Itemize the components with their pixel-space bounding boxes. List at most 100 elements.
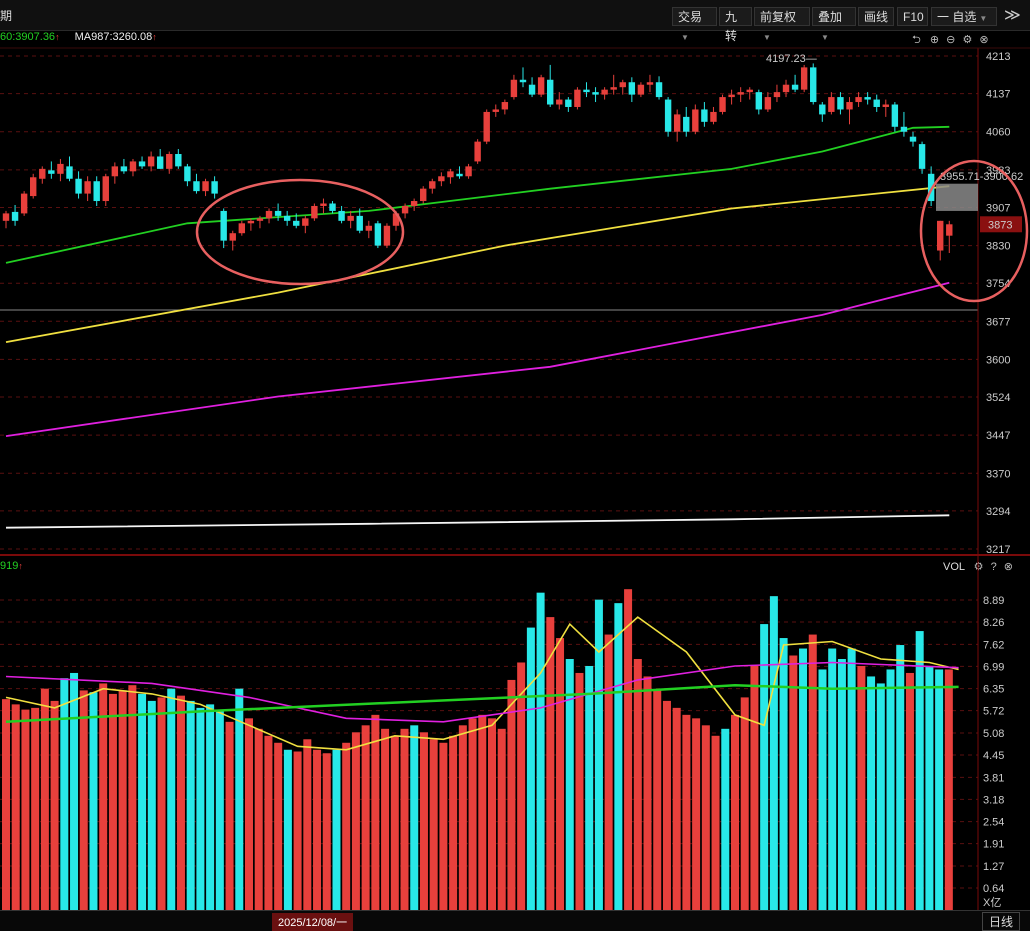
candle-body: [855, 97, 862, 103]
volume-bar: [731, 714, 739, 910]
candle-body: [184, 166, 191, 182]
toolbar-button-5[interactable]: F10: [897, 7, 928, 26]
candle-body: [800, 67, 808, 90]
volume-bar: [439, 742, 448, 910]
highlight-circle-recent-drop: [919, 159, 1029, 303]
timeframe-button[interactable]: 日线: [982, 912, 1021, 931]
vol-tick-label: 6.99: [983, 661, 1004, 673]
volume-bar: [546, 617, 555, 910]
volume-bar: [293, 751, 302, 910]
return-icon[interactable]: ⮌: [912, 34, 921, 46]
candle-body: [628, 82, 636, 95]
volume-bar: [750, 665, 759, 910]
current-price-tag: [980, 216, 1022, 233]
candle-body: [410, 201, 418, 206]
toolbar-button-6[interactable]: 一 自选 ▼: [931, 7, 997, 26]
vol-tick-label: 0.64: [983, 883, 1004, 895]
volume-bar: [264, 735, 273, 910]
candle-body: [48, 170, 55, 174]
volume-bar: [604, 634, 613, 910]
candle-body: [265, 210, 273, 219]
close-icon[interactable]: ⊗: [979, 34, 989, 46]
zoom-in-icon[interactable]: ⊕: [929, 34, 940, 46]
volume-bar: [585, 665, 594, 910]
candle-body: [610, 87, 617, 90]
toolbar-button-4[interactable]: 画线: [858, 7, 894, 26]
ma-line-ma60: [5, 125, 950, 264]
chevron-down-icon: ▼: [821, 33, 829, 42]
volume-bar: [40, 688, 49, 910]
vol-panel-tools: VOL ⚙ ? ⊗: [943, 560, 1013, 573]
vol-tick-label: 3.81: [983, 772, 1004, 784]
period-stub[interactable]: 期: [0, 9, 13, 23]
volume-bar: [692, 718, 701, 910]
toolbar-button-label: 叠加: [818, 10, 843, 24]
candle-body: [483, 111, 490, 142]
volume-bar: [682, 714, 691, 910]
toolbar-button-3[interactable]: 叠加 ▼: [812, 7, 856, 42]
ma-line-ma120: [5, 185, 950, 343]
candle-body: [365, 225, 372, 231]
volume-bar: [701, 725, 710, 910]
candle-body: [791, 84, 799, 90]
toolbar-button-2[interactable]: 前复权 ▼: [754, 7, 810, 42]
gear-icon[interactable]: ⚙: [962, 34, 973, 46]
candle-body: [556, 99, 563, 105]
volume-bar: [108, 693, 117, 910]
volume-bar: [740, 697, 749, 910]
candle-body: [683, 116, 690, 132]
volume-bar: [497, 728, 506, 910]
volume-bar: [11, 704, 20, 910]
volume-bar: [157, 697, 166, 910]
candle-body: [673, 114, 681, 132]
volume-bar: [799, 648, 808, 910]
candle-body: [75, 178, 82, 194]
volume-bar: [876, 683, 885, 910]
volume-bar: [857, 665, 866, 910]
vol-tick-label: 6.35: [983, 684, 1004, 696]
stock-chart[interactable]: 4213413740603983390738303754367736003524…: [0, 0, 1030, 910]
close-icon[interactable]: ⊗: [1003, 561, 1014, 573]
up-arrow-icon: ↑: [18, 561, 23, 571]
volume-bar: [371, 714, 380, 910]
volume-axis: 8.89 8.26 7.62 6.99 6.35 5.72 5.08 4.45 3.81 3.18…: [983, 595, 1004, 909]
volume-bar: [488, 718, 496, 910]
volume-bar: [215, 711, 224, 910]
price-tick-label: 3907: [986, 202, 1010, 214]
double-chevron-right-icon[interactable]: ≫: [1004, 7, 1021, 24]
help-icon[interactable]: ?: [990, 561, 997, 573]
volume-bar: [828, 648, 837, 910]
candle-body: [156, 156, 164, 169]
candle-body: [374, 223, 382, 246]
candle-body: [664, 99, 672, 132]
candles: [2, 63, 953, 261]
volume-bar: [925, 665, 934, 910]
high-price-label: 4197.23—: [766, 53, 817, 65]
zoom-out-icon[interactable]: ⊖: [946, 34, 956, 46]
volume-bar: [342, 742, 351, 910]
candle-body: [383, 225, 391, 246]
candle-body: [30, 177, 37, 197]
candle-body: [764, 97, 772, 110]
candle-body: [537, 77, 545, 95]
toolbar-button-0[interactable]: 交易 ▼: [672, 7, 717, 42]
volume-bar: [905, 672, 914, 910]
candle-body: [102, 176, 109, 202]
gear-icon[interactable]: ⚙: [973, 561, 984, 573]
volume-bar: [633, 658, 642, 910]
candle-body: [129, 161, 137, 172]
candle-body: [320, 203, 327, 206]
candle-body: [120, 166, 128, 172]
volume-bar: [653, 690, 662, 910]
volume-bar: [2, 699, 10, 910]
volume-bar: [507, 679, 516, 910]
vol-title: VOL: [943, 561, 965, 573]
highlight-circle-consolidation: [195, 178, 405, 286]
toolbar-button-1[interactable]: 九转: [719, 7, 752, 43]
vol-tick-label: 4.45: [983, 750, 1004, 762]
volume-bar: [313, 749, 322, 910]
candle-body: [66, 166, 73, 179]
toolbar-button-label: F10: [903, 10, 924, 24]
price-tick-label: 3370: [986, 468, 1010, 480]
candle-body: [293, 220, 300, 226]
